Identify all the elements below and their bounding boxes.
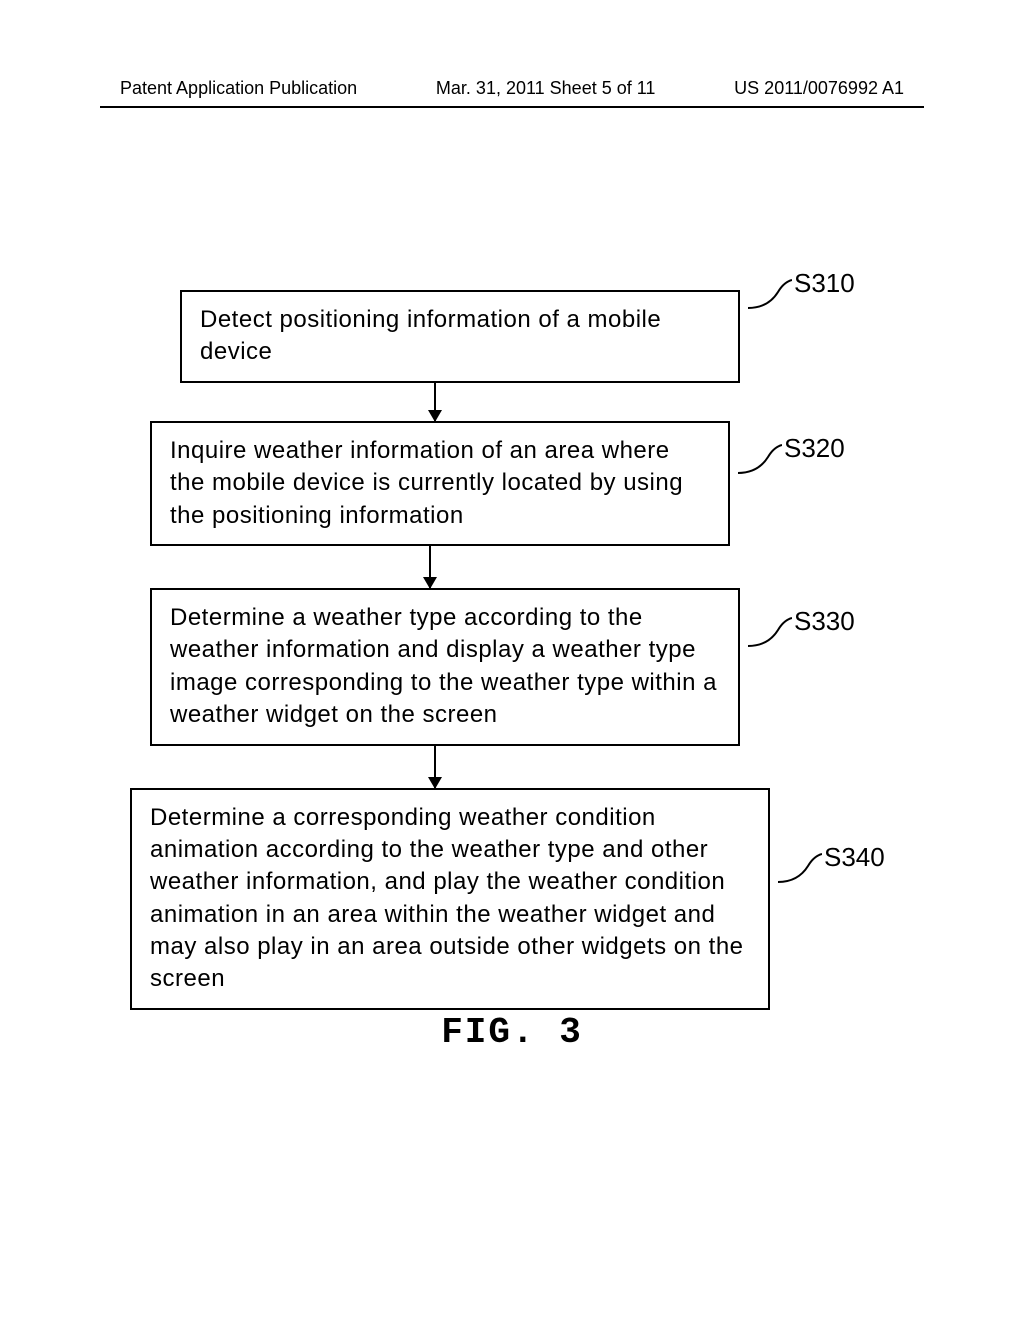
flow-arrow bbox=[130, 546, 730, 588]
leader-line: S310 bbox=[748, 278, 855, 309]
step-ref-label: S340 bbox=[824, 842, 885, 873]
header-right: US 2011/0076992 A1 bbox=[734, 78, 904, 99]
flow-arrow bbox=[130, 746, 740, 788]
flowchart: Detect positioning information of a mobi… bbox=[130, 290, 900, 1010]
header-rule bbox=[100, 106, 924, 108]
flow-arrow bbox=[130, 383, 740, 421]
flow-box: Inquire weather information of an area w… bbox=[150, 421, 730, 546]
figure-caption: FIG. 3 bbox=[0, 1012, 1024, 1053]
flow-step-S330: Determine a weather type according to th… bbox=[130, 588, 900, 746]
leader-line: S330 bbox=[748, 616, 855, 647]
header-mid: Mar. 31, 2011 Sheet 5 of 11 bbox=[436, 78, 656, 99]
step-ref-label: S310 bbox=[794, 268, 855, 299]
step-ref-label: S330 bbox=[794, 606, 855, 637]
header-left: Patent Application Publication bbox=[120, 78, 357, 99]
step-ref-label: S320 bbox=[784, 433, 845, 464]
leader-line: S340 bbox=[778, 852, 885, 883]
flow-box: Determine a weather type according to th… bbox=[150, 588, 740, 746]
flow-box: Determine a corresponding weather condit… bbox=[130, 788, 770, 1010]
flow-box: Detect positioning information of a mobi… bbox=[180, 290, 740, 383]
flow-step-S320: Inquire weather information of an area w… bbox=[130, 421, 900, 546]
flow-step-S340: Determine a corresponding weather condit… bbox=[130, 788, 900, 1010]
page-header: Patent Application Publication Mar. 31, … bbox=[0, 78, 1024, 99]
leader-line: S320 bbox=[738, 443, 845, 474]
flow-step-S310: Detect positioning information of a mobi… bbox=[130, 290, 900, 383]
